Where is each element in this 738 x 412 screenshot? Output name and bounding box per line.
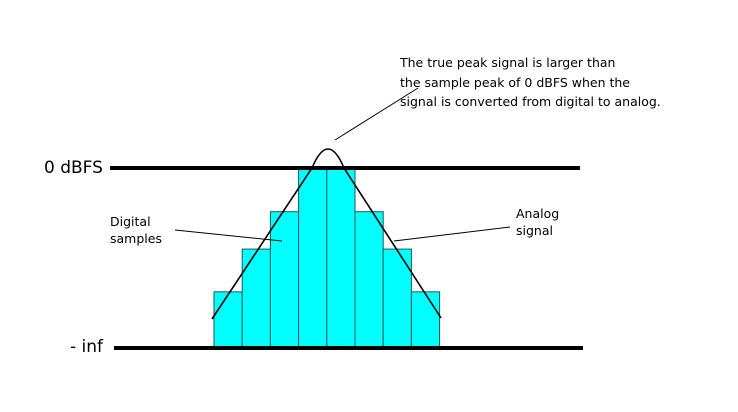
sample-bar — [213, 291, 243, 348]
minus-inf-label: - inf — [70, 337, 104, 357]
digital-samples-label: Digital samples — [110, 213, 162, 247]
note-line: signal is converted from digital to anal… — [400, 94, 661, 109]
sample-bar — [410, 291, 441, 348]
label-line: Digital — [110, 214, 151, 229]
sample-bar — [241, 248, 271, 348]
sample-bar — [298, 168, 328, 348]
peak-callout-line — [334, 87, 419, 141]
analog-signal-curve — [211, 148, 442, 320]
note-line: the sample peak of 0 dBFS when the — [400, 74, 630, 90]
label-line: Analog — [516, 206, 560, 221]
digital-samples — [213, 168, 441, 348]
sample-bar — [326, 168, 356, 348]
note-line: The true peak signal is larger than — [400, 55, 616, 70]
digital-callout-line — [174, 229, 283, 242]
sample-bar — [382, 248, 412, 348]
sample-bar — [269, 211, 300, 348]
label-line: samples — [110, 231, 162, 246]
analog-callout-line — [393, 226, 511, 242]
true-peak-note: The true peak signal is larger than the … — [400, 53, 661, 112]
sample-bar — [354, 211, 384, 348]
label-line: signal — [516, 223, 553, 238]
zero-dbfs-label: 0 dBFS — [44, 158, 103, 178]
analog-signal-label: Analog signal — [516, 205, 559, 239]
